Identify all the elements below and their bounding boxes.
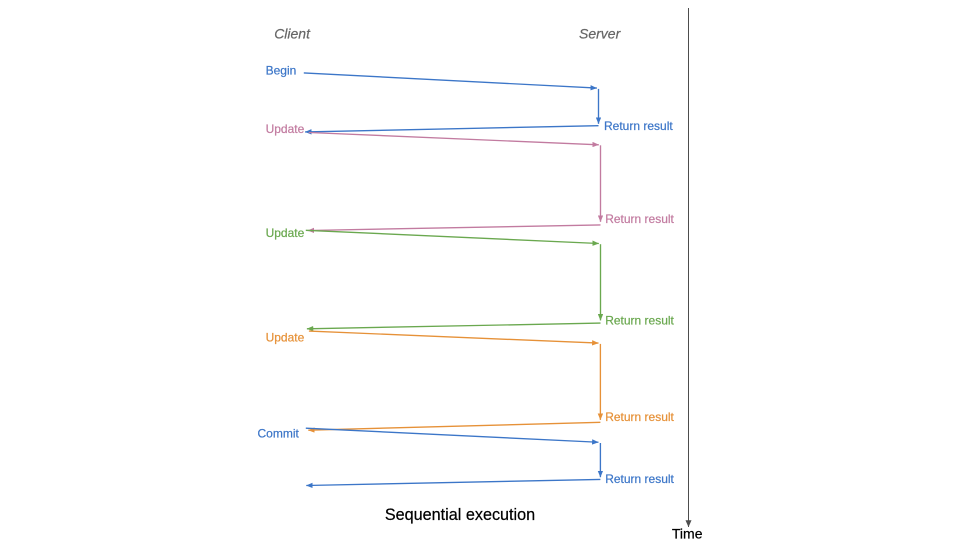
svg-text:Return result: Return result (605, 410, 674, 424)
svg-text:Server: Server (579, 26, 622, 42)
svg-text:Time: Time (672, 526, 703, 540)
svg-text:Return result: Return result (605, 472, 674, 486)
svg-text:Return result: Return result (604, 119, 673, 133)
svg-text:Update: Update (266, 226, 305, 240)
svg-text:Sequential execution: Sequential execution (385, 506, 535, 524)
svg-text:Return result: Return result (605, 314, 674, 328)
svg-text:Return result: Return result (605, 212, 674, 226)
svg-text:Update: Update (266, 331, 305, 345)
svg-text:Client: Client (274, 26, 311, 42)
svg-text:Update: Update (266, 122, 305, 136)
svg-text:Commit: Commit (258, 427, 300, 441)
svg-text:Begin: Begin (266, 64, 297, 78)
